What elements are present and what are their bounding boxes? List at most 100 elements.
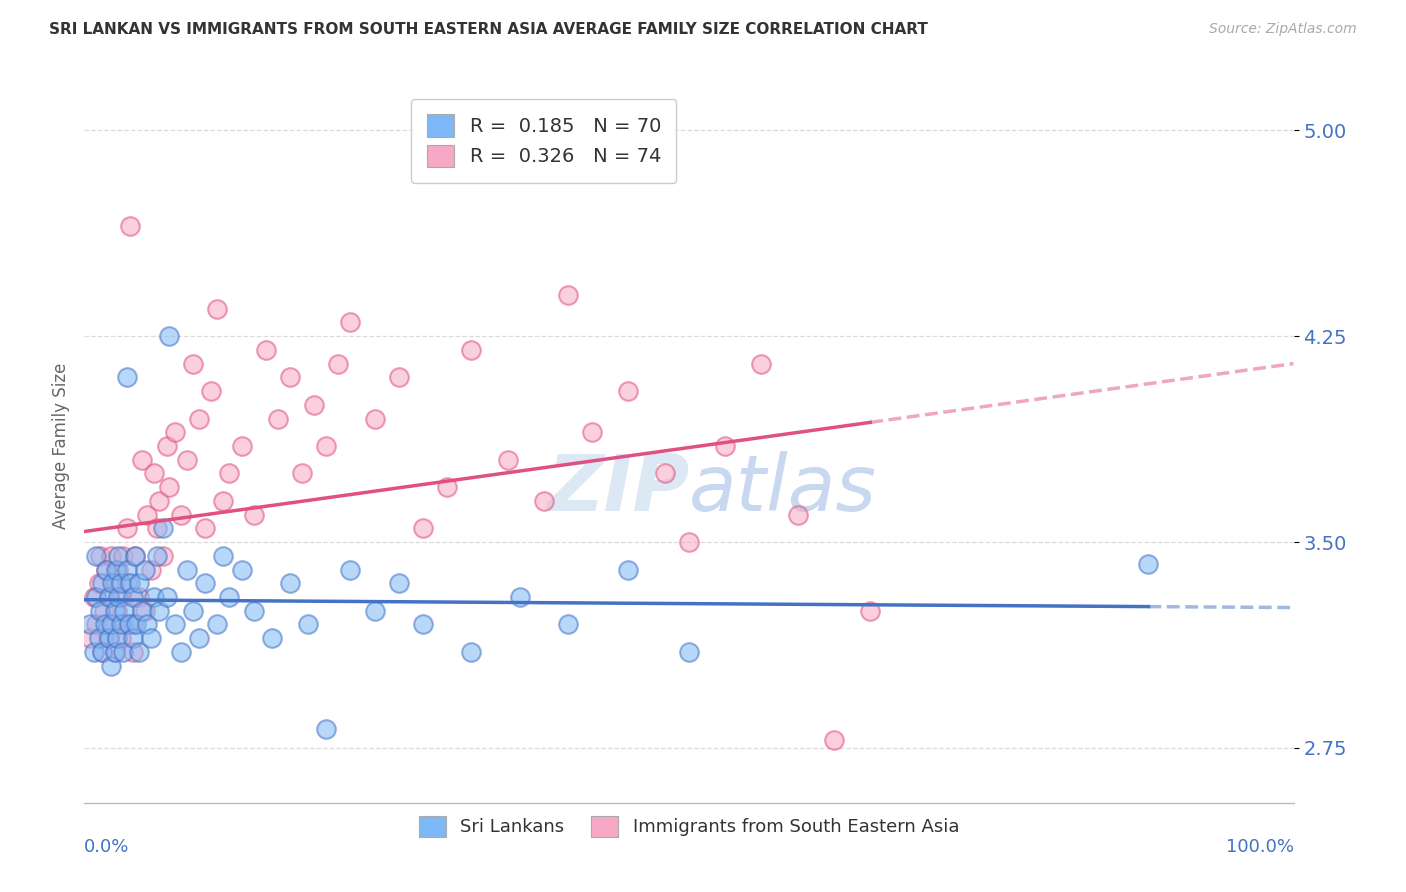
- Point: [105, 604, 128, 618]
- Point: [100, 549, 122, 563]
- Point: [170, 645, 193, 659]
- Point: [110, 576, 132, 591]
- Point: [121, 631, 143, 645]
- Point: [460, 645, 482, 659]
- Point: [100, 658, 122, 673]
- Point: [152, 549, 174, 563]
- Point: [165, 425, 187, 440]
- Point: [339, 316, 361, 330]
- Point: [212, 549, 235, 563]
- Point: [751, 357, 773, 371]
- Point: [557, 288, 579, 302]
- Point: [112, 549, 135, 563]
- Point: [107, 562, 129, 576]
- Point: [139, 562, 162, 576]
- Point: [136, 617, 159, 632]
- Point: [165, 617, 187, 632]
- Point: [315, 439, 337, 453]
- Point: [97, 631, 120, 645]
- Point: [86, 590, 108, 604]
- Point: [148, 604, 170, 618]
- Point: [121, 617, 143, 632]
- Point: [181, 357, 204, 371]
- Point: [152, 521, 174, 535]
- Point: [194, 576, 217, 591]
- Point: [291, 467, 314, 481]
- Point: [110, 617, 132, 632]
- Point: [617, 384, 640, 398]
- Point: [115, 521, 138, 535]
- Point: [260, 631, 283, 645]
- Point: [786, 508, 808, 522]
- Point: [678, 645, 700, 659]
- Point: [86, 549, 108, 563]
- Point: [128, 590, 150, 604]
- Point: [254, 343, 277, 357]
- Point: [388, 370, 411, 384]
- Point: [617, 562, 640, 576]
- Point: [87, 631, 110, 645]
- Point: [278, 370, 301, 384]
- Point: [157, 329, 180, 343]
- Point: [146, 521, 169, 535]
- Point: [302, 398, 325, 412]
- Text: atlas: atlas: [689, 450, 877, 527]
- Point: [170, 508, 193, 522]
- Point: [97, 590, 120, 604]
- Point: [79, 617, 101, 632]
- Point: [654, 467, 676, 481]
- Point: [328, 357, 350, 371]
- Point: [87, 576, 110, 591]
- Text: 0.0%: 0.0%: [84, 838, 129, 855]
- Point: [105, 631, 128, 645]
- Point: [496, 452, 519, 467]
- Point: [436, 480, 458, 494]
- Point: [267, 411, 290, 425]
- Point: [89, 604, 111, 618]
- Point: [107, 590, 129, 604]
- Point: [139, 631, 162, 645]
- Point: [121, 590, 143, 604]
- Point: [242, 508, 264, 522]
- Point: [200, 384, 222, 398]
- Point: [388, 576, 411, 591]
- Point: [110, 590, 132, 604]
- Point: [218, 467, 240, 481]
- Point: [148, 494, 170, 508]
- Point: [100, 617, 122, 632]
- Point: [207, 301, 229, 316]
- Point: [104, 604, 127, 618]
- Point: [97, 590, 120, 604]
- Point: [509, 590, 531, 604]
- Point: [83, 645, 105, 659]
- Point: [581, 425, 603, 440]
- Point: [94, 562, 117, 576]
- Point: [859, 604, 882, 618]
- Point: [125, 617, 148, 632]
- Point: [678, 535, 700, 549]
- Point: [212, 494, 235, 508]
- Point: [136, 508, 159, 522]
- Point: [242, 604, 264, 618]
- Point: [104, 645, 127, 659]
- Point: [91, 576, 114, 591]
- Point: [94, 562, 117, 576]
- Point: [79, 631, 101, 645]
- Point: [231, 439, 253, 453]
- Point: [112, 604, 135, 618]
- Text: 100.0%: 100.0%: [1226, 838, 1294, 855]
- Point: [339, 562, 361, 576]
- Point: [363, 411, 385, 425]
- Point: [714, 439, 737, 453]
- Point: [207, 617, 229, 632]
- Point: [107, 549, 129, 563]
- Point: [112, 617, 135, 632]
- Point: [131, 452, 153, 467]
- Point: [315, 722, 337, 736]
- Point: [91, 645, 114, 659]
- Point: [155, 590, 177, 604]
- Point: [115, 562, 138, 576]
- Point: [94, 617, 117, 632]
- Point: [143, 590, 166, 604]
- Point: [83, 590, 105, 604]
